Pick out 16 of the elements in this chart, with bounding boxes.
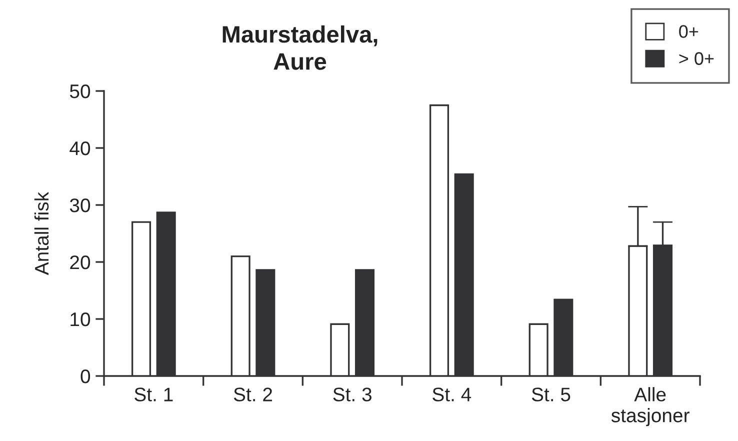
y-axis-title: Antall fisk bbox=[34, 192, 49, 276]
chart-title: Maurstadelva, Aure bbox=[222, 25, 378, 70]
x-tick-label: St. 2 bbox=[234, 388, 272, 402]
x-tick-label: St. 1 bbox=[134, 388, 173, 402]
legend-label: > 0+ bbox=[679, 52, 714, 65]
y-tick-label: 20 bbox=[70, 255, 90, 270]
y-tick-label: 0 bbox=[80, 369, 90, 384]
x-tick-label: St. 4 bbox=[432, 388, 472, 402]
x-tick-label: Alle stasjoner bbox=[611, 387, 690, 426]
y-tick-label: 30 bbox=[70, 198, 90, 212]
y-tick-label: 10 bbox=[70, 312, 90, 326]
y-tick-label: 40 bbox=[70, 141, 90, 156]
y-tick-label: 50 bbox=[70, 84, 90, 98]
x-tick-label: St. 5 bbox=[532, 388, 570, 402]
legend-label: 0+ bbox=[679, 25, 698, 38]
x-tick-label: St. 3 bbox=[333, 388, 372, 402]
